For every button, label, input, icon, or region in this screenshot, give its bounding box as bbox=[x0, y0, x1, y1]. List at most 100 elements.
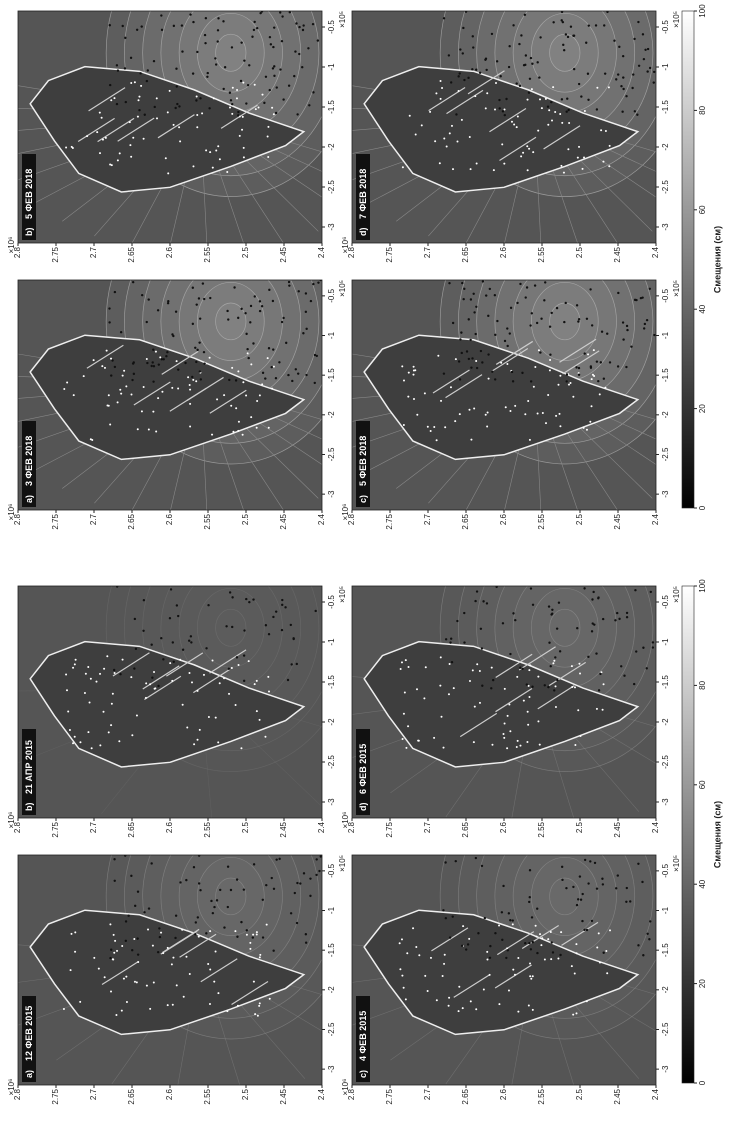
gps-station bbox=[486, 950, 489, 953]
lat-tick-label: 2.75 bbox=[51, 513, 60, 529]
gps-station bbox=[84, 672, 87, 675]
epicenter bbox=[448, 281, 451, 285]
epicenter bbox=[134, 647, 138, 651]
lon-tick-label: -3 bbox=[327, 223, 336, 231]
epicenter bbox=[255, 26, 259, 30]
epicenter bbox=[625, 365, 628, 369]
lon-tick-label: -1 bbox=[327, 331, 336, 339]
gps-station bbox=[529, 664, 532, 667]
epicenter bbox=[625, 616, 629, 619]
gps-station bbox=[73, 735, 76, 738]
gps-station bbox=[147, 428, 150, 431]
gps-station bbox=[476, 663, 479, 666]
gps-station bbox=[113, 671, 116, 674]
epicenter bbox=[175, 85, 178, 88]
gps-station bbox=[72, 742, 75, 745]
gps-station bbox=[567, 383, 570, 386]
gps-station bbox=[250, 363, 253, 366]
epicenter bbox=[488, 287, 492, 291]
epicenter bbox=[499, 75, 502, 78]
gps-station bbox=[145, 984, 148, 987]
gps-station bbox=[488, 973, 491, 976]
fault-line bbox=[521, 924, 559, 949]
epicenter bbox=[281, 598, 284, 602]
epicenter bbox=[261, 371, 265, 375]
gps-station bbox=[101, 365, 104, 368]
epicenter bbox=[637, 862, 640, 865]
epicenter bbox=[463, 611, 466, 615]
epicenter bbox=[622, 76, 625, 79]
gps-station bbox=[130, 393, 133, 396]
gps-station bbox=[246, 352, 249, 355]
gps-station bbox=[539, 98, 542, 101]
gps-station bbox=[416, 413, 419, 416]
epicenter bbox=[642, 57, 646, 61]
gps-station bbox=[171, 1003, 174, 1006]
epicenter bbox=[267, 347, 271, 350]
gps-station bbox=[608, 144, 611, 147]
epicenter bbox=[587, 655, 590, 659]
gps-station bbox=[107, 394, 110, 397]
epicenter bbox=[606, 332, 609, 335]
epicenter bbox=[597, 596, 600, 599]
gps-station bbox=[125, 385, 128, 388]
gps-station bbox=[440, 715, 443, 718]
gps-station bbox=[267, 426, 270, 429]
epicenter bbox=[227, 318, 230, 321]
gps-station bbox=[136, 428, 139, 431]
gps-station bbox=[400, 938, 403, 941]
label-box bbox=[22, 154, 36, 240]
colorbar-title: Смещения (см) bbox=[712, 226, 722, 293]
gps-station bbox=[130, 676, 133, 679]
gps-station bbox=[201, 112, 204, 115]
gps-station bbox=[598, 961, 601, 964]
epicenter bbox=[174, 106, 177, 110]
gps-station bbox=[592, 349, 595, 352]
lon-tick-label: -1 bbox=[661, 331, 670, 339]
lon-tick-label: -0.5 bbox=[661, 20, 670, 34]
gps-station bbox=[585, 428, 588, 431]
epicenter bbox=[135, 28, 139, 31]
gps-station bbox=[412, 365, 415, 368]
lat-tick-label: 2.65 bbox=[127, 1088, 136, 1104]
gps-station bbox=[547, 938, 550, 941]
gps-station bbox=[403, 691, 406, 694]
gps-station bbox=[211, 659, 214, 662]
epicenter bbox=[529, 587, 533, 590]
epicenter bbox=[304, 310, 308, 314]
gps-station bbox=[264, 735, 267, 738]
epicenter bbox=[291, 379, 294, 383]
epicenter bbox=[286, 678, 290, 682]
epicenter bbox=[460, 331, 463, 334]
lat-tick-label: 2.45 bbox=[279, 821, 288, 837]
epicenter bbox=[585, 317, 589, 320]
epicenter bbox=[456, 619, 459, 623]
epicenter bbox=[566, 97, 569, 100]
colorbar-tick-label: 40 bbox=[698, 304, 707, 313]
epicenter bbox=[460, 944, 464, 948]
lon-exponent: ×10⁵ bbox=[338, 855, 347, 872]
gps-station bbox=[138, 95, 141, 98]
panel-letter: a) bbox=[24, 495, 34, 503]
gps-station bbox=[439, 684, 442, 687]
epicenter bbox=[590, 630, 594, 633]
epicenter bbox=[577, 373, 581, 376]
gps-station bbox=[160, 931, 163, 934]
epicenter bbox=[145, 320, 148, 324]
lon-tick-label: -1.5 bbox=[327, 943, 336, 957]
gps-station bbox=[109, 423, 112, 426]
gps-station bbox=[404, 659, 407, 662]
gps-station bbox=[237, 663, 240, 666]
lat-tick-label: 2.8 bbox=[13, 1088, 22, 1100]
epicenter bbox=[472, 46, 475, 49]
gps-station bbox=[250, 416, 253, 419]
gps-station bbox=[65, 673, 68, 676]
epicenter bbox=[559, 953, 562, 957]
epicenter bbox=[557, 601, 561, 604]
epicenter bbox=[304, 941, 308, 944]
gps-station bbox=[561, 121, 564, 124]
epicenter bbox=[227, 667, 231, 670]
gps-station bbox=[581, 167, 584, 170]
gps-station bbox=[559, 425, 562, 428]
epicenter bbox=[205, 647, 208, 650]
